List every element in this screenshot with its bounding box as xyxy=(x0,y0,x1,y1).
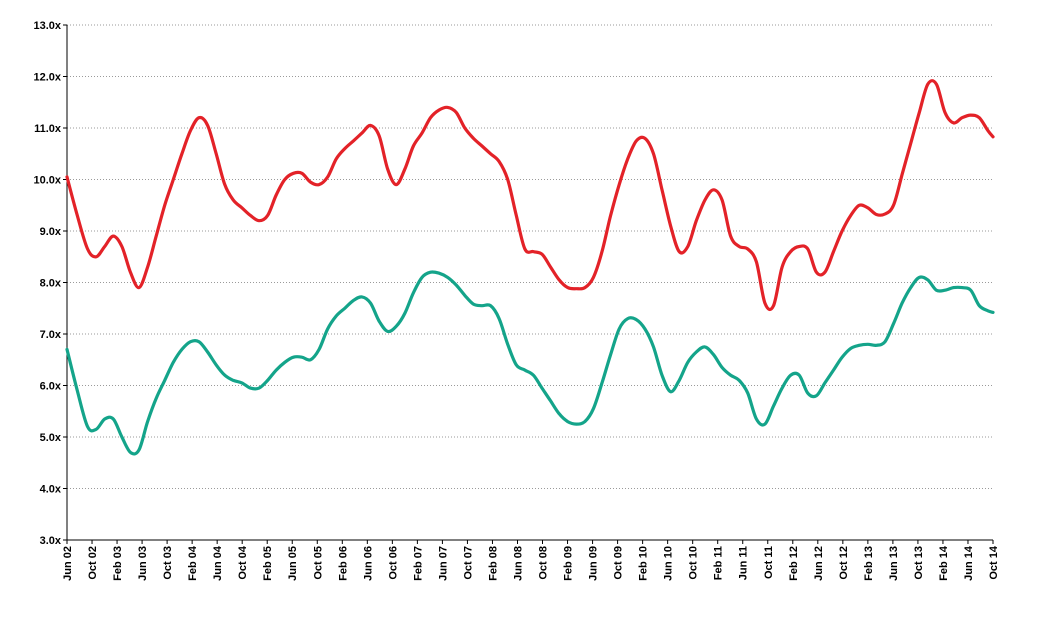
x-tick-label: Jun 10 xyxy=(663,546,675,581)
axes xyxy=(63,24,994,544)
x-tick-label: Feb 13 xyxy=(863,546,875,581)
y-tick-label: 11.0x xyxy=(34,123,62,135)
x-tick-label: Jun 09 xyxy=(588,546,600,581)
x-tick-label: Jun 13 xyxy=(888,546,900,581)
x-tick-label: Feb 06 xyxy=(337,546,349,581)
series-line-green xyxy=(65,270,995,456)
y-tick-labels: 3.0x 4.0x 5.0x 6.0x 7.0x 8.0x 9.0x 10.0x 11.0x 12… xyxy=(33,20,61,547)
x-tick-label: Oct 11 xyxy=(763,546,775,579)
y-tick-label: 9.0x xyxy=(40,226,62,238)
x-tick-label: Oct 14 xyxy=(988,545,1000,580)
x-tick-label: Jun 07 xyxy=(437,546,449,581)
x-tick-label: Jun 02 xyxy=(62,546,74,581)
x-tick-label: Jun 14 xyxy=(963,545,975,581)
x-tick-label: Feb 05 xyxy=(262,546,274,581)
y-tick-label: 5.0x xyxy=(40,432,62,444)
x-tick-label: Jun 08 xyxy=(512,546,524,581)
gridlines xyxy=(67,24,993,489)
series-lines xyxy=(65,79,995,456)
x-tick-label: Jun 12 xyxy=(813,546,825,581)
y-tick-label: 8.0x xyxy=(40,278,62,290)
x-tick-label: Feb 07 xyxy=(412,546,424,581)
y-tick-label: 10.0x xyxy=(33,175,61,187)
y-tick-label: 3.0x xyxy=(40,535,62,547)
x-tick-label: Oct 08 xyxy=(538,546,550,580)
y-tick-label: 13.0x xyxy=(33,20,61,32)
x-tick-label: Feb 14 xyxy=(938,545,950,581)
y-tick-label: 12.0x xyxy=(33,72,61,84)
x-tick-label: Oct 05 xyxy=(312,546,324,580)
x-tick-label: Feb 03 xyxy=(112,546,124,581)
x-tick-label: Oct 13 xyxy=(913,546,925,580)
x-tick-labels: Jun 02 Oct 02 Feb 03 Jun 03 Oct 03 Feb 04 Jun … xyxy=(62,545,1000,581)
x-tick-label: Oct 06 xyxy=(387,546,399,580)
y-tick-label: 4.0x xyxy=(40,484,62,496)
y-tick-label: 6.0x xyxy=(40,381,62,393)
x-tick-label: Feb 12 xyxy=(788,546,800,581)
x-tick-label: Feb 08 xyxy=(487,546,499,581)
x-tick-label: Oct 04 xyxy=(237,545,249,580)
x-tick-label: Oct 02 xyxy=(87,546,99,580)
x-tick-label: Jun 04 xyxy=(212,545,224,581)
x-tick-label: Jun 03 xyxy=(137,546,149,581)
x-tick-label: Jun 11 xyxy=(738,546,750,580)
x-tick-label: Oct 09 xyxy=(613,546,625,580)
x-tick-label: Jun 06 xyxy=(362,546,374,581)
x-tick-label: Oct 10 xyxy=(688,546,700,580)
x-tick-label: Oct 07 xyxy=(462,546,474,580)
y-tick-label: 7.0x xyxy=(40,329,62,341)
series-line-red xyxy=(65,79,995,312)
x-tick-label: Feb 10 xyxy=(638,546,650,581)
x-tick-label: Oct 03 xyxy=(162,546,174,580)
x-tick-label: Jun 05 xyxy=(287,546,299,581)
x-tick-label: Feb 11 xyxy=(713,546,725,580)
x-tick-label: Oct 12 xyxy=(838,546,850,580)
x-tick-label: Feb 09 xyxy=(563,546,575,581)
x-tick-label: Feb 04 xyxy=(187,545,199,581)
